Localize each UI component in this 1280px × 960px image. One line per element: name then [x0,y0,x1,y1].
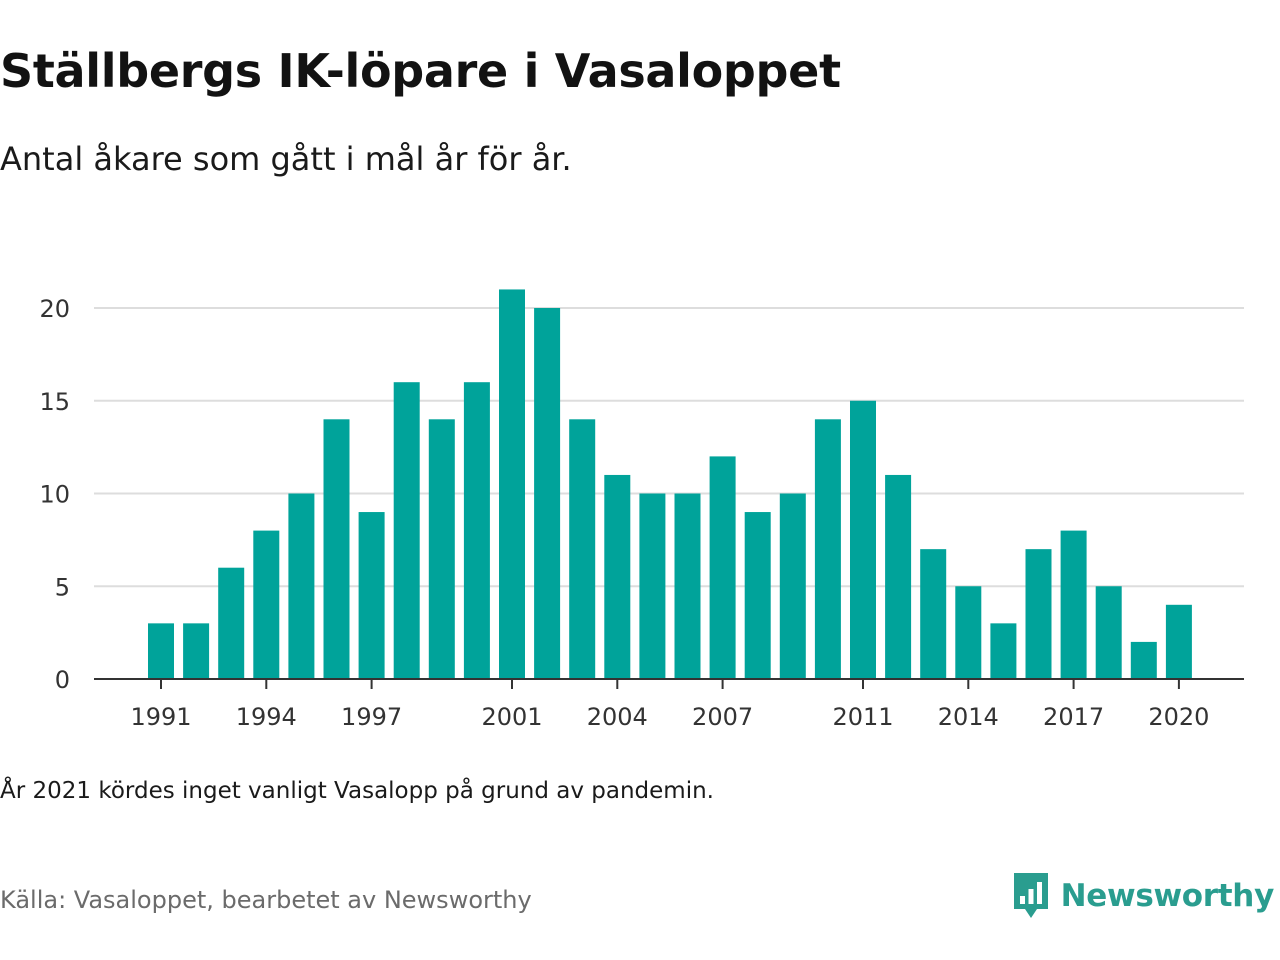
grid-lines [94,307,1244,588]
bar-2016 [1025,549,1052,679]
bar-2000 [463,382,490,679]
bar-1992 [183,623,210,679]
source-credit: Källa: Vasaloppet, bearbetet av Newswort… [0,886,532,914]
bar-2007 [709,456,736,679]
bar-2005 [639,493,666,679]
bar-1993 [218,567,245,679]
x-tick-label: 2017 [1043,703,1104,731]
x-tick-label: 1994 [236,703,297,731]
bar-1994 [253,530,280,679]
y-tick-label: 20 [39,295,70,323]
bar-2010 [814,419,841,679]
bar-2008 [744,512,771,679]
x-tick-label: 1997 [341,703,402,731]
bar-2019 [1130,641,1157,679]
x-tick-label: 2001 [481,703,542,731]
y-tick-label: 10 [39,481,70,509]
bar-2001 [499,289,525,679]
brand-name: Newsworthy [1060,878,1275,914]
bar-2012 [885,474,912,679]
chart-note: År 2021 kördes inget vanligt Vasalopp på… [0,778,714,804]
bar-2006 [674,493,701,679]
bar-1998 [393,382,420,679]
x-tick-label: 2014 [938,703,999,731]
bar-2020 [1165,604,1192,679]
y-tick-label: 5 [55,573,70,601]
bars [148,289,1192,679]
bar-2018 [1095,586,1122,679]
bar-1997 [358,512,385,679]
page-subtitle: Antal åkare som gått i mål år för år. [0,140,572,178]
bar-2009 [779,493,806,679]
x-tick-label: 1991 [130,703,191,731]
x-tick-label: 2004 [587,703,648,731]
bar-1999 [428,419,455,679]
x-tick-label: 2007 [692,703,753,731]
bar-1995 [288,493,315,679]
bar-2017 [1060,530,1087,679]
brand-logo: Newsworthy [1011,870,1274,922]
axes [94,678,1244,689]
bar-1991 [148,623,174,679]
page-title: Ställbergs IK-löpare i Vasaloppet [0,44,841,98]
bar-2002 [534,308,561,679]
bar-2004 [604,474,631,679]
bar-chart: 0 5 10 15 20 1991 1994 1997 2001 2004 2007 2011 2014… [39,289,1244,731]
tick-labels: 0 5 10 15 20 1991 1994 1997 2001 2004 2007 2011 2014… [39,295,1209,731]
x-tick-label: 2011 [832,703,893,731]
bar-1996 [323,419,350,679]
bar-2013 [920,549,947,679]
y-tick-label: 0 [55,666,70,694]
bar-2011 [850,400,876,679]
bar-2003 [569,419,596,679]
newsworthy-logo-icon [1013,873,1048,918]
y-tick-label: 15 [39,388,70,416]
bar-2014 [955,586,982,679]
bar-2015 [990,623,1017,679]
x-tick-label: 2020 [1148,703,1209,731]
